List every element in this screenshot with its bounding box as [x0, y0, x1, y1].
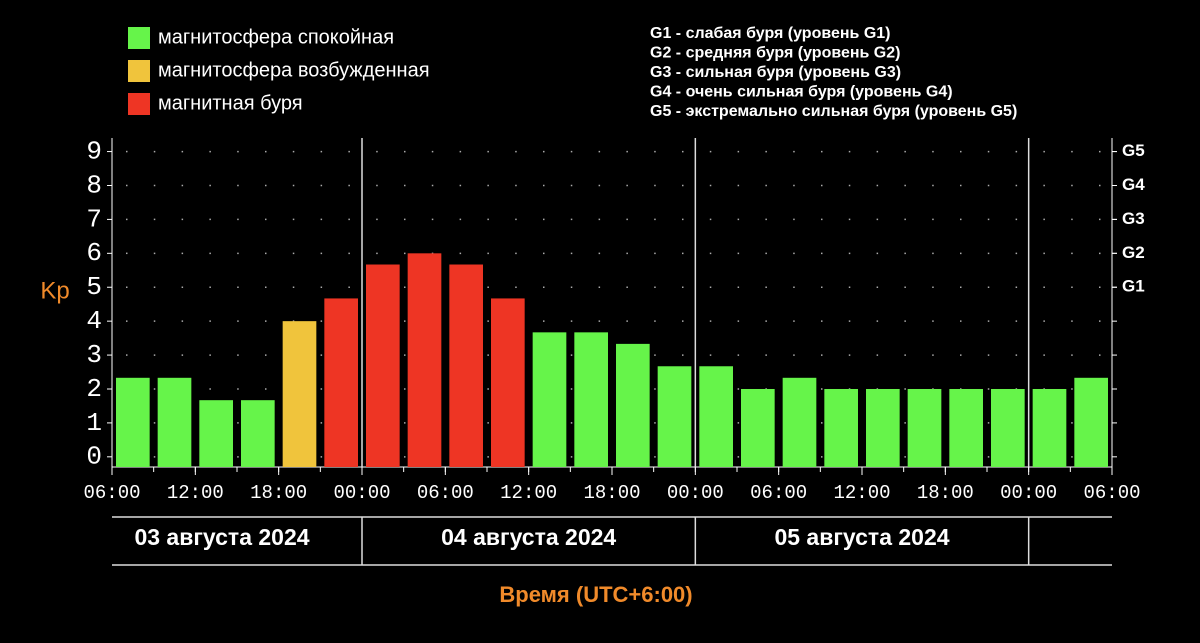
bar	[1032, 388, 1067, 467]
legend-swatch	[128, 60, 150, 82]
x-tick-label: 06:00	[1083, 482, 1140, 504]
bar	[699, 366, 733, 467]
y-tick-label: 7	[86, 204, 102, 234]
bar	[491, 298, 525, 467]
storm-level: G5 - экстремально сильная буря (уровень …	[650, 103, 1017, 120]
bar	[741, 388, 775, 467]
y2-tick-label: G4	[1122, 175, 1145, 194]
bar	[574, 332, 608, 467]
bar	[449, 264, 483, 467]
y-tick-label: 5	[86, 272, 102, 302]
day-label: 04 августа 2024	[441, 524, 616, 550]
legend-label: магнитосфера возбужденная	[158, 59, 430, 81]
bar	[324, 298, 358, 467]
x-axis-label: Время (UTC+6:00)	[499, 582, 692, 607]
y-tick-label: 4	[86, 306, 102, 336]
x-tick-label: 12:00	[167, 482, 224, 504]
y-tick-label: 9	[86, 136, 102, 166]
y-tick-label: 6	[86, 238, 102, 268]
x-tick-label: 18:00	[917, 482, 974, 504]
storm-level: G3 - сильная буря (уровень G3)	[650, 64, 901, 81]
bar	[116, 377, 150, 467]
day-label: 05 августа 2024	[774, 524, 949, 550]
x-tick-label: 12:00	[833, 482, 890, 504]
bar	[282, 321, 317, 467]
x-tick-label: 06:00	[83, 482, 140, 504]
y-axis-label: Kp	[40, 277, 69, 304]
bar	[949, 388, 983, 467]
storm-level: G2 - средняя буря (уровень G2)	[650, 45, 900, 62]
bar	[824, 388, 858, 467]
legend-swatch	[128, 27, 150, 49]
x-tick-label: 18:00	[250, 482, 307, 504]
bar	[616, 343, 650, 467]
y-tick-label: 2	[86, 374, 102, 404]
x-tick-label: 06:00	[750, 482, 807, 504]
bar	[991, 388, 1025, 467]
storm-level: G1 - слабая буря (уровень G1)	[650, 25, 891, 42]
bar	[157, 377, 192, 467]
bar	[782, 377, 817, 467]
y-tick-label: 1	[86, 408, 102, 438]
x-tick-label: 18:00	[583, 482, 640, 504]
x-tick-label: 12:00	[500, 482, 557, 504]
y-tick-label: 8	[86, 170, 102, 200]
x-tick-label: 00:00	[667, 482, 724, 504]
y2-tick-label: G5	[1122, 141, 1145, 160]
bar	[866, 388, 900, 467]
y-tick-label: 0	[86, 442, 102, 472]
storm-level: G4 - очень сильная буря (уровень G4)	[650, 84, 953, 101]
bar	[907, 388, 942, 467]
bar	[366, 264, 400, 467]
day-label: 03 августа 2024	[134, 524, 309, 550]
x-tick-label: 00:00	[333, 482, 390, 504]
y-tick-label: 3	[86, 340, 102, 370]
bar	[657, 366, 692, 467]
x-tick-label: 00:00	[1000, 482, 1057, 504]
y2-tick-label: G1	[1122, 277, 1145, 296]
bar	[407, 253, 442, 467]
bar	[532, 332, 567, 467]
legend-label: магнитная буря	[158, 92, 303, 114]
bar	[199, 400, 233, 467]
x-tick-label: 06:00	[417, 482, 474, 504]
legend-label: магнитосфера спокойная	[158, 26, 394, 48]
y2-tick-label: G2	[1122, 243, 1145, 262]
legend-swatch	[128, 93, 150, 115]
bar	[241, 400, 275, 467]
bar	[1074, 377, 1108, 467]
y2-tick-label: G3	[1122, 209, 1145, 228]
